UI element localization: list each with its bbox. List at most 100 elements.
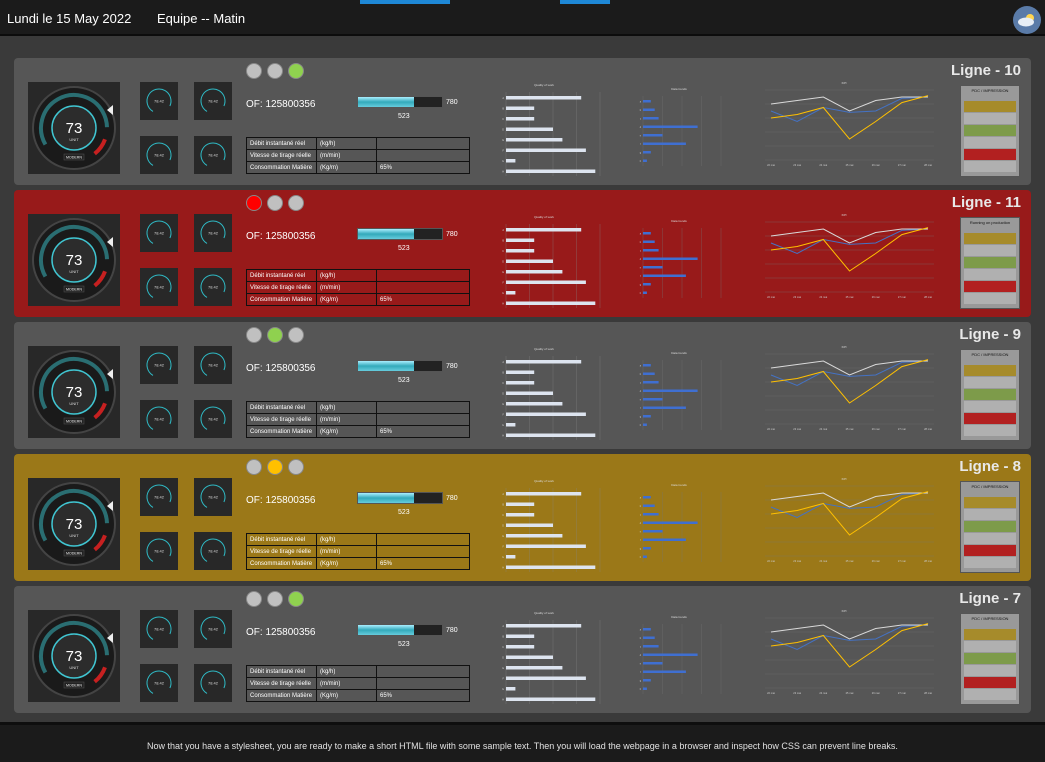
kpi-chart[interactable]: KPI 22 mai 23 mai 24 mai 25 mai 26 mai 27 mai 2…	[749, 606, 939, 711]
kpi-series-line	[770, 96, 928, 112]
status-card[interactable]: PDC / IMPRESSION	[960, 349, 1020, 441]
line-panel: 73 UNIT MODERN 78.42 78.42 78.42 78.42 OF: 1258…	[14, 190, 1031, 317]
status-card[interactable]: PDC / IMPRESSION	[960, 481, 1020, 573]
quality-category-label: A	[502, 229, 504, 232]
trend-bar	[643, 538, 686, 541]
status-light	[288, 195, 304, 211]
kpi-x-tick: 22 mai	[767, 559, 775, 563]
trend-bar	[643, 100, 651, 103]
quality-category-label: D	[502, 261, 504, 264]
gauge-value: 73	[66, 252, 83, 269]
chart-title: Data trends	[671, 615, 687, 619]
quality-category-label: B	[502, 636, 504, 639]
progress-value: 523	[398, 245, 410, 252]
kpi-x-tick: 26 mai	[872, 163, 880, 167]
trend-category-label: f	[640, 540, 641, 542]
status-card[interactable]: PDC / IMPRESSION	[960, 85, 1020, 177]
quality-category-label: A	[502, 493, 504, 496]
quality-bar	[506, 555, 516, 559]
status-card[interactable]: Running on production	[960, 217, 1020, 309]
trend-category-label: g	[640, 153, 642, 155]
quality-chart[interactable]: Quality of work A B C D E F G H	[484, 606, 604, 711]
mini-gauge: 78.42	[194, 82, 232, 120]
mini-gauge-dial: 78.42	[200, 406, 226, 432]
kpi-x-tick: 24 mai	[819, 559, 827, 563]
quality-bar	[506, 238, 535, 242]
gauge-value: 73	[66, 516, 83, 533]
kpi-chart[interactable]: KPI 22 mai 23 mai 24 mai 25 mai 26 mai 27 mai 2…	[749, 78, 939, 183]
cloud-sun-icon[interactable]	[1013, 6, 1041, 34]
mini-gauge-dial: 78.42	[200, 142, 226, 168]
status-card[interactable]: PDC / IMPRESSION	[960, 613, 1020, 705]
trend-bar	[643, 521, 698, 524]
mini-gauge: 78.42	[140, 346, 178, 384]
trend-bar	[643, 125, 698, 128]
mini-gauge-value: 78.42	[208, 627, 219, 632]
quality-bar	[506, 280, 586, 284]
quality-category-label: F	[502, 414, 504, 417]
trends-chart[interactable]: Data trends a b c d e f g h	[629, 474, 739, 579]
trends-chart[interactable]: Data trends a b c d e f g h	[629, 78, 739, 183]
trends-chart[interactable]: Data trends a b c d e f g h	[629, 342, 739, 447]
quality-bar	[506, 148, 586, 152]
quality-chart[interactable]: Quality of work A B C D E F G H	[484, 342, 604, 447]
status-light	[288, 591, 304, 607]
header-stripe	[560, 0, 610, 4]
quality-bar	[506, 127, 553, 131]
quality-category-label: H	[502, 435, 504, 438]
status-cell	[964, 245, 1016, 256]
quality-bar	[506, 159, 516, 163]
mini-gauge: 78.42	[140, 268, 178, 306]
row-unit: (m/min)	[316, 545, 377, 558]
kpi-x-tick: 26 mai	[872, 691, 880, 695]
chart-title: Quality of work	[534, 347, 554, 351]
mini-gauge-dial: 78.42	[200, 538, 226, 564]
mini-gauge-dial: 78.42	[146, 670, 172, 696]
quality-category-label: G	[502, 424, 504, 427]
progress-bar	[357, 96, 443, 108]
trends-chart[interactable]: Data trends a b c d e f g h	[629, 606, 739, 711]
status-light	[246, 327, 262, 343]
progress-value: 523	[398, 641, 410, 648]
kpi-x-tick: 24 mai	[819, 427, 827, 431]
mini-gauge: 78.42	[140, 478, 178, 516]
trends-chart[interactable]: Data trends a b c d e f g h	[629, 210, 739, 315]
quality-category-label: E	[502, 271, 504, 274]
status-light	[288, 459, 304, 475]
quality-chart[interactable]: Quality of work A B C D E F G H	[484, 210, 604, 315]
progress-max: 780	[446, 627, 458, 634]
mini-gauge-dial: 78.42	[200, 220, 226, 246]
trend-bar	[643, 645, 659, 648]
trend-category-label: h	[640, 161, 642, 163]
row-unit: (m/min)	[316, 413, 377, 426]
footer-message: Now that you have a stylesheet, you are …	[147, 741, 898, 751]
kpi-chart[interactable]: KPI 22 mai 23 mai 24 mai 25 mai 26 mai 27 mai 2…	[749, 210, 939, 315]
chart-title: Quality of work	[534, 611, 554, 615]
quality-chart[interactable]: Quality of work A B C D E F G H	[484, 78, 604, 183]
row-value	[376, 269, 470, 282]
mini-gauge-dial: 78.42	[146, 274, 172, 300]
kpi-chart[interactable]: KPI 22 mai 23 mai 24 mai 25 mai 26 mai 27 mai 2…	[749, 474, 939, 579]
line-name: Ligne - 8	[959, 458, 1021, 475]
kpi-chart[interactable]: KPI 22 mai 23 mai 24 mai 25 mai 26 mai 27 mai 2…	[749, 342, 939, 447]
trend-bar	[643, 547, 651, 550]
gauge-unit: UNIT	[69, 269, 79, 274]
quality-chart[interactable]: Quality of work A B C D E F G H	[484, 474, 604, 579]
mini-gauge-dial: 78.42	[146, 220, 172, 246]
status-cell	[964, 233, 1016, 244]
mini-gauge-value: 78.42	[208, 549, 219, 554]
trend-category-label: b	[640, 110, 642, 112]
line-panel: 73 UNIT MODERN 78.42 78.42 78.42 78.42 OF: 1258…	[14, 58, 1031, 185]
kpi-x-tick: 28 mai	[924, 163, 932, 167]
trend-category-label: e	[640, 532, 642, 534]
row-label: Consommation Matière	[246, 161, 317, 174]
trend-category-label: c	[640, 647, 642, 649]
status-cell	[964, 365, 1016, 376]
kpi-x-tick: 28 mai	[924, 559, 932, 563]
trend-category-label: b	[640, 506, 642, 508]
kpi-x-tick: 24 mai	[819, 691, 827, 695]
quality-category-label: A	[502, 361, 504, 364]
row-value	[376, 545, 470, 558]
status-cell	[964, 113, 1016, 124]
